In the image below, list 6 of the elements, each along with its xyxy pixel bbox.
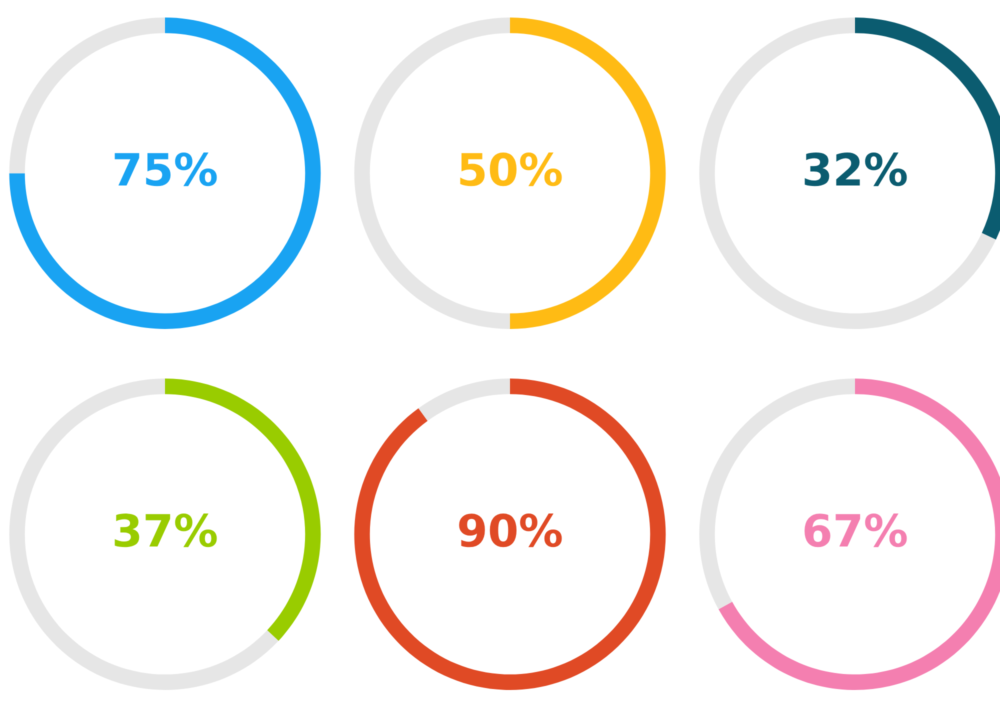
- data-label: 75%: [114, 152, 217, 186]
- data-label: 37%: [114, 514, 217, 548]
- data-label: 90%: [459, 514, 562, 548]
- data-label: 50%: [460, 152, 562, 186]
- data-label: 67%: [804, 514, 907, 548]
- data-label: 32%: [804, 152, 907, 186]
